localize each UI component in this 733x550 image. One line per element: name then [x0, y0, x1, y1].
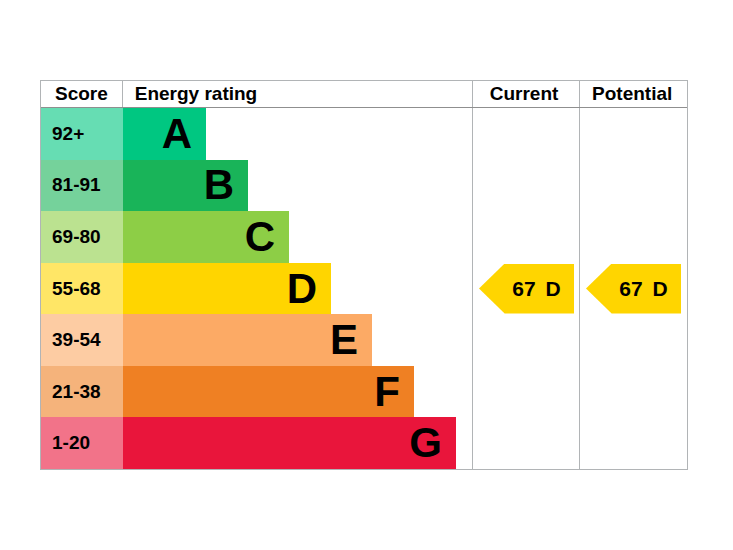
score-range-g: 1-20	[41, 417, 123, 469]
epc-table: Score Energy rating Current Potential 92…	[40, 80, 688, 470]
band-row-f: 21-38 F	[41, 366, 472, 418]
band-letter-a: A	[162, 113, 192, 155]
band-letter-c: C	[245, 216, 275, 258]
band-row-a: 92+ A	[41, 108, 472, 160]
band-row-d: 55-68 D	[41, 263, 472, 315]
band-bar-e: E	[123, 314, 372, 366]
header-potential: Potential	[577, 81, 687, 107]
potential-rating-arrow-band: D	[653, 277, 668, 301]
score-range-a: 92+	[41, 108, 123, 160]
potential-rating-arrow-score: 67	[619, 277, 642, 301]
potential-rating-arrow: 67 D	[586, 264, 681, 314]
score-range-b: 81-91	[41, 160, 123, 212]
current-rating-arrow-band: D	[546, 277, 561, 301]
band-letter-b: B	[204, 164, 234, 206]
band-letter-f: F	[374, 371, 400, 413]
score-range-d: 55-68	[41, 263, 123, 315]
band-row-c: 69-80 C	[41, 211, 472, 263]
current-rating-arrow-score: 67	[512, 277, 535, 301]
current-rating-arrow: 67 D	[479, 264, 574, 314]
score-range-e: 39-54	[41, 314, 123, 366]
potential-column: 67 D	[579, 108, 689, 469]
band-bar-c: C	[123, 211, 289, 263]
band-row-e: 39-54 E	[41, 314, 472, 366]
header-score: Score	[41, 81, 123, 107]
band-bar-f: F	[123, 366, 414, 418]
band-letter-d: D	[287, 268, 317, 310]
band-letter-e: E	[330, 319, 358, 361]
score-range-c: 69-80	[41, 211, 123, 263]
score-range-f: 21-38	[41, 366, 123, 418]
epc-chart: Score Energy rating Current Potential 92…	[0, 0, 733, 550]
bands-container: 92+ A 81-91 B 69-80 C 55-68 D 39-54 E 21-38 F 1-20 G	[41, 108, 472, 469]
band-bar-g: G	[123, 417, 456, 469]
band-bar-d: D	[123, 263, 331, 315]
current-column: 67 D	[472, 108, 579, 469]
band-row-g: 1-20 G	[41, 417, 472, 469]
band-bar-b: B	[123, 160, 248, 212]
header-energy-rating: Energy rating	[123, 81, 471, 107]
table-header-row: Score Energy rating Current Potential	[41, 81, 687, 108]
band-letter-g: G	[409, 422, 442, 464]
header-current: Current	[471, 81, 578, 107]
band-bar-a: A	[123, 108, 206, 160]
band-row-b: 81-91 B	[41, 160, 472, 212]
